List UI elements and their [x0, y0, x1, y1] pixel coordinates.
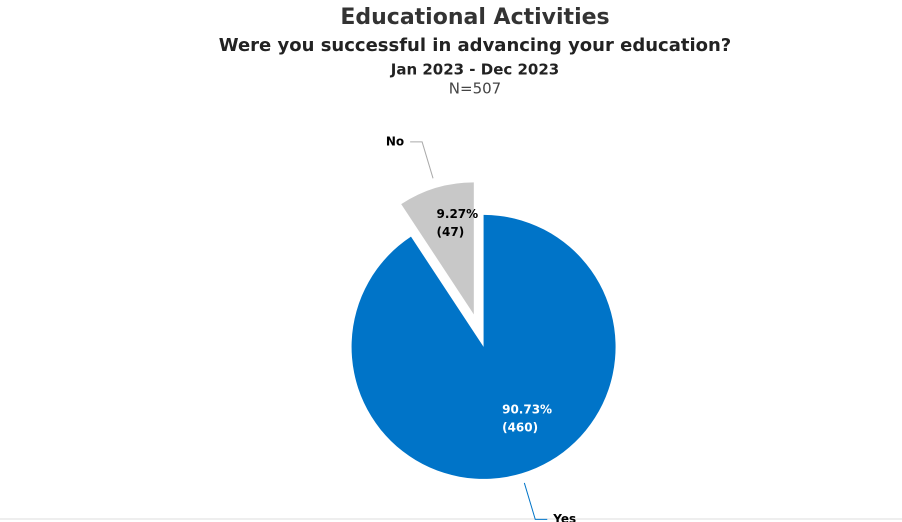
pie-slice [351, 214, 616, 479]
count-label: (460) [502, 420, 538, 434]
period: Jan 2023 - Dec 2023 [390, 61, 560, 79]
value-label: 9.27% [437, 207, 479, 221]
chart-subtitle: Were you successful in advancing your ed… [219, 35, 732, 56]
leader-line [410, 141, 434, 179]
category-label: No [386, 134, 404, 148]
sample-size: N=507 [449, 80, 501, 98]
count-label: (47) [437, 225, 465, 239]
leader-line [523, 482, 548, 520]
value-label: 90.73% [502, 402, 552, 416]
category-label: Yes [552, 512, 576, 522]
pie-slice [401, 182, 474, 315]
chart-title: Educational Activities [340, 5, 609, 30]
